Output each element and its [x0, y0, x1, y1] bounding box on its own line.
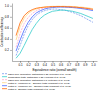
legend-swatch	[2, 82, 7, 83]
y-tick-mark	[10, 39, 12, 40]
y-tick-mark	[10, 6, 12, 7]
series-line	[16, 7, 93, 48]
y-tick-label: 1.0	[5, 4, 10, 8]
x-tick-label: 0.9	[83, 63, 88, 67]
x-tick-label: 0.1	[19, 63, 24, 67]
x-axis-title: Equivalence ratio (overall wealth)	[32, 68, 76, 72]
y-axis: 0.2 0.4 0.6 0.8 1.0	[5, 4, 13, 62]
x-axis: 0.10.20.30.40.50.60.70.80.91.0	[13, 61, 98, 67]
x-tick: 0.5	[51, 61, 56, 67]
y-tick: 0.2	[5, 48, 12, 52]
legend-label: Match d - Bourque tests (Marquart et al.…	[8, 88, 55, 90]
x-tick: 0.3	[35, 61, 40, 67]
lines	[16, 6, 93, 58]
legend-swatch	[2, 73, 7, 74]
series-line	[16, 7, 93, 36]
y-axis-line	[12, 4, 13, 62]
x-tick: 0.8	[75, 61, 80, 67]
x-tick-label: 0.5	[51, 63, 56, 67]
x-tick: 0.2	[27, 61, 32, 67]
x-tick-label: 0.6	[59, 63, 64, 67]
series-line	[16, 10, 93, 58]
y-tick-mark	[10, 28, 12, 29]
x-tick: 0.4	[43, 61, 48, 67]
y-tick: 0.4	[5, 37, 12, 41]
x-tick-label: 0.7	[67, 63, 72, 67]
x-tick-label: 1.0	[91, 63, 96, 67]
y-tick-label: 0.8	[5, 15, 10, 19]
y-tick-label: 0.2	[5, 48, 10, 52]
x-tick-label: 0.3	[35, 63, 40, 67]
series-line	[16, 9, 93, 55]
legend-swatch	[2, 79, 7, 80]
x-tick-label: 0.2	[27, 63, 32, 67]
plot: 0.10.20.30.40.50.60.70.80.91.00.20.40.60…	[5, 4, 98, 73]
x-tick: 1.0	[91, 61, 96, 67]
x-tick: 0.7	[67, 61, 72, 67]
y-axis-title: Combustion efficiency	[0, 17, 4, 47]
x-tick: 0.9	[83, 61, 88, 67]
x-tick-label: 0.4	[43, 63, 48, 67]
x-tick-label: 0.8	[75, 63, 80, 67]
y-tick-label: 0.6	[5, 26, 10, 30]
chart: 0.10.20.30.40.50.60.70.80.91.00.20.40.60…	[0, 0, 100, 92]
y-tick-mark	[10, 50, 12, 51]
y-tick-label: 0.4	[5, 37, 10, 41]
legend-swatch	[2, 85, 7, 86]
y-tick-mark	[10, 17, 12, 18]
y-tick: 1.0	[5, 4, 12, 8]
legend-swatch	[2, 76, 7, 77]
legend-label: Match d - residence 10" - Bourque tests …	[8, 85, 71, 87]
x-tick: 0.1	[19, 61, 24, 67]
x-axis-line	[13, 61, 98, 62]
legend-label: Match d - residence 5" - Bourque tests (…	[8, 82, 70, 84]
legend: CEFT RPK calculation, distribution 0.25 …	[2, 73, 71, 90]
x-tick: 0.6	[59, 61, 64, 67]
y-tick: 0.6	[5, 26, 12, 30]
y-tick: 0.8	[5, 15, 12, 19]
legend-swatch	[2, 88, 7, 89]
series-line	[16, 7, 93, 51]
